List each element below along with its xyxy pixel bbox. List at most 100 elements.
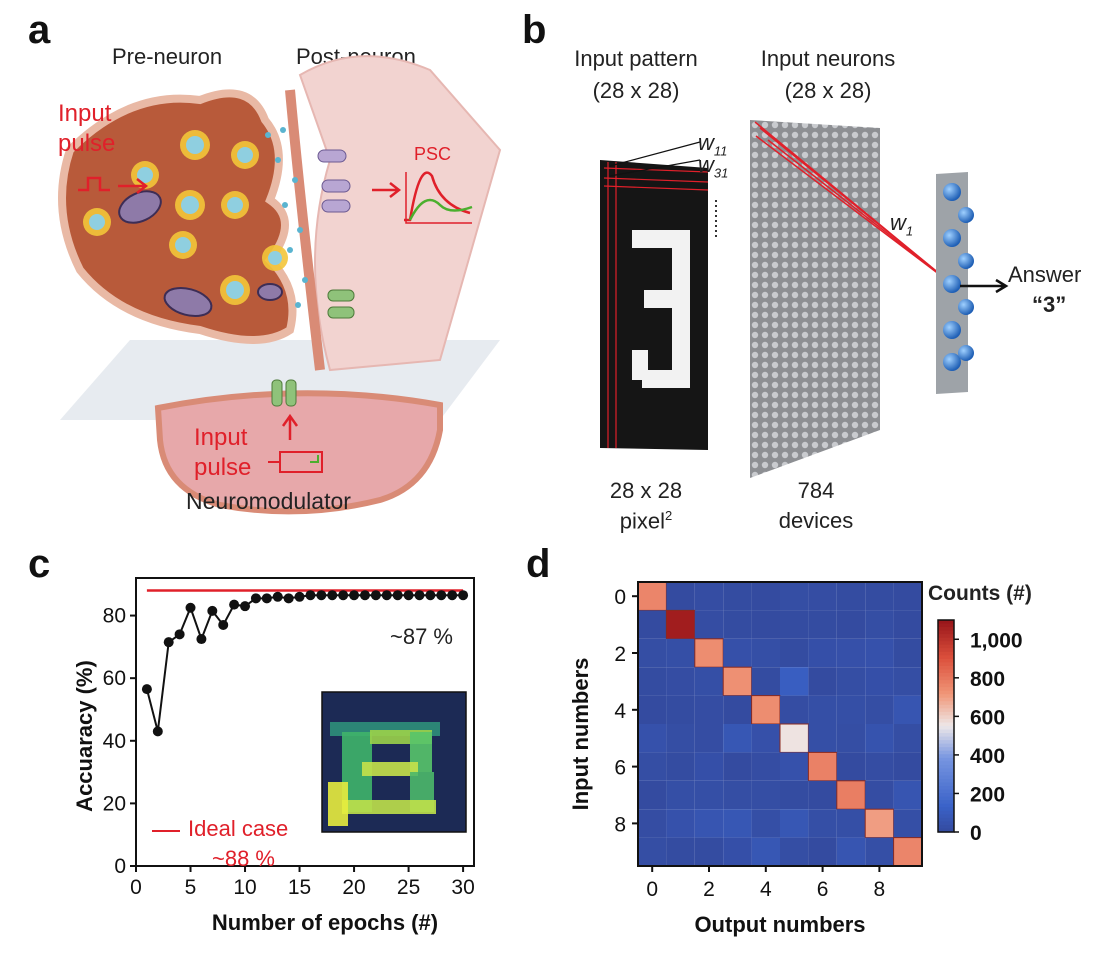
accuracy-data-point: [359, 590, 370, 601]
colorbar-segment: [938, 718, 954, 724]
heatmap-cell: [780, 809, 809, 838]
colorbar-segment: [938, 701, 954, 706]
synapse-illustration: [58, 55, 502, 515]
inset-reconstructed-digit: [321, 691, 467, 833]
y-tick-label: 8: [614, 813, 626, 836]
pixel-count-label-2: pixel2: [619, 508, 673, 534]
legend-ideal-label: Ideal case: [188, 816, 289, 841]
weight-w11-label: w11: [698, 130, 728, 159]
heatmap-cell: [694, 610, 724, 639]
colorbar-segment: [938, 683, 954, 688]
x-tick-label: 25: [397, 876, 420, 899]
psc-green-curve: [408, 198, 473, 221]
colorbar-segment: [938, 768, 954, 773]
heatmap-cell: [864, 808, 895, 839]
accuracy-data-point: [141, 684, 152, 695]
input-neurons-label-1: Input neurons: [760, 46, 896, 71]
colorbar-segment: [938, 793, 954, 798]
accuracy-data-point: [338, 590, 349, 601]
colorbar-segment: [938, 620, 954, 625]
weight-pointer-lines: [609, 141, 701, 177]
colorbar-segment: [938, 771, 954, 777]
colorbar-segment: [938, 722, 954, 727]
heatmap-cell: [666, 809, 695, 838]
accuracy-data-point: [447, 590, 458, 601]
input-neuron-array: [750, 120, 880, 478]
colorbar-segment: [938, 634, 954, 639]
colorbar-segment: [938, 733, 954, 738]
heatmap-cell: [780, 752, 809, 781]
accuracy-data-point: [436, 590, 447, 601]
colorbar-tick-label: 1,000: [970, 629, 1023, 652]
heatmap-cell: [723, 638, 752, 668]
colorbar-tick-label: 200: [970, 783, 1005, 806]
neurotransmitters: [265, 127, 308, 308]
colorbar-segment: [938, 807, 954, 812]
heatmap-cell: [751, 667, 780, 696]
accuracy-data-point: [316, 590, 327, 601]
mitochondrion: [257, 283, 283, 301]
colorbar-segment: [938, 644, 954, 649]
input-pattern-label-1: Input pattern: [574, 46, 698, 71]
heatmap-cell: [694, 724, 724, 753]
colorbar-segment: [938, 764, 954, 769]
heatmap-cell: [722, 666, 753, 697]
legend-line-swatch: [152, 830, 180, 832]
colorbar-segment: [938, 743, 954, 748]
colorbar-segment: [938, 800, 954, 805]
heatmap-cell: [865, 695, 894, 724]
heatmap-cell: [780, 582, 809, 611]
accuracy-data-point: [163, 637, 174, 648]
input-pulse-top-label-2: pulse: [58, 130, 116, 157]
heatmap-cell: [808, 582, 837, 611]
y-axis-label: Input numbers: [568, 658, 593, 811]
colorbar-segment: [938, 690, 954, 695]
colorbar-segment: [938, 779, 954, 784]
pre-neuron-label: Pre-neuron: [112, 44, 223, 69]
digit-three-pattern: [632, 230, 690, 388]
heatmap-cell: [751, 724, 780, 753]
accuracy-chart: 0 5 10 15 20 25 30 0 20 40 60 80 Number of epochs (#…: [72, 577, 475, 935]
legend-ideal-value: ~88 %: [212, 846, 275, 871]
colorbar-tick-label: 600: [970, 706, 1005, 729]
y-tick-label: 0: [614, 586, 626, 609]
arrow-up-icon: [281, 413, 299, 440]
panel-label-a: a: [28, 8, 51, 52]
colorbar-segment: [938, 658, 954, 663]
heatmap-cell: [893, 752, 922, 781]
network-illustration: [600, 120, 1009, 478]
colorbar-segment: [938, 726, 954, 731]
post-neuron-membrane: [285, 89, 325, 371]
y-tick-label: 20: [103, 792, 126, 815]
x-axis-label: Output numbers: [694, 912, 865, 937]
colorbar-segment: [938, 754, 954, 759]
y-axis-label: Accuaracy (%): [72, 660, 97, 812]
y-tick-label: 80: [103, 605, 126, 628]
accuracy-data-point: [196, 634, 207, 645]
accuracy-data-point: [261, 593, 272, 604]
heatmap-cell: [779, 723, 809, 753]
colorbar-segment: [938, 655, 954, 660]
pulse-waveform-bottom: [268, 451, 323, 473]
answer-value: “3”: [1032, 292, 1067, 317]
heatmap-cell: [666, 638, 695, 668]
pulse-waveform-top: [78, 176, 110, 192]
colorbar-title: Counts (#): [928, 582, 1032, 605]
colorbar-segment: [938, 796, 954, 801]
heatmap-cell: [723, 752, 752, 781]
colorbar-segment: [938, 789, 954, 794]
y-tick-label: 60: [103, 667, 126, 690]
heatmap-cell: [751, 837, 780, 866]
heatmap-cell: [807, 751, 838, 782]
y-tick-label: 6: [614, 757, 626, 780]
heatmap-cell: [808, 667, 837, 696]
colorbar-segment: [938, 821, 954, 826]
heatmap-cell: [665, 609, 696, 640]
arrow-right-icon: [118, 178, 149, 194]
colorbar-segment: [938, 627, 954, 632]
y-tick-label: 2: [614, 643, 626, 666]
heatmap-cell: [694, 837, 724, 866]
y-tick-label: 0: [114, 855, 126, 878]
accuracy-data-point: [305, 590, 316, 601]
heatmap-cell: [808, 780, 837, 810]
